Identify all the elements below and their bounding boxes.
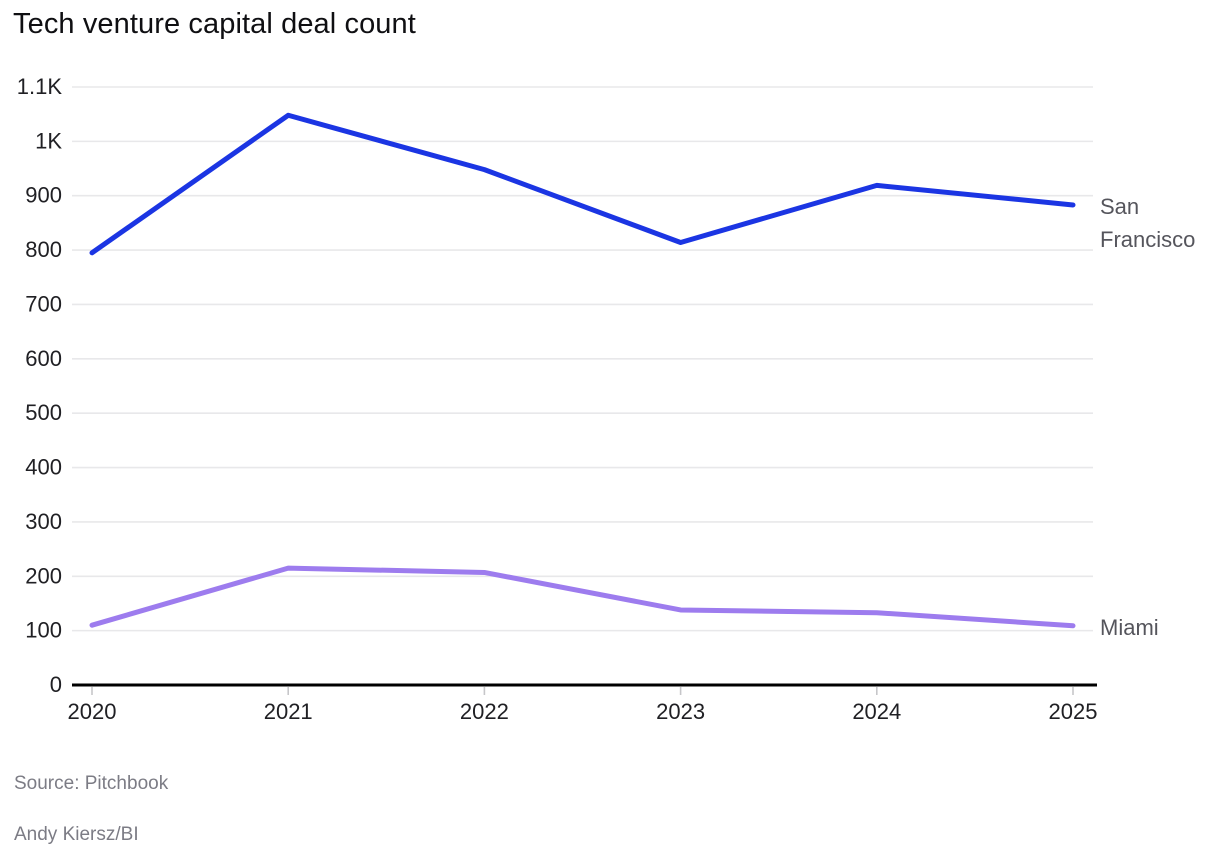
series-label-san-francisco: San Francisco [1100,193,1196,252]
y-tick-label: 1K [35,128,62,153]
y-tick-label: 100 [25,618,62,643]
y-tick-label: 300 [25,509,62,534]
source-text: Source: Pitchbook [14,773,169,794]
x-tick-label: 2020 [68,699,117,724]
y-tick-label: 400 [25,455,62,480]
x-tick-label: 2024 [852,699,901,724]
x-tick-label: 2023 [656,699,705,724]
y-tick-label: 600 [25,346,62,371]
y-tick-label: 500 [25,400,62,425]
x-tick-label: 2022 [460,699,509,724]
series-line-miami [89,565,1076,629]
y-tick-label: 0 [50,672,62,697]
y-tick-label: 800 [25,237,62,262]
x-tick-label: 2021 [264,699,313,724]
y-tick-label: 200 [25,563,62,588]
series-line-san-francisco [89,112,1076,256]
credit-text: Andy Kiersz/BI [14,824,139,845]
y-tick-label: 1.1K [17,74,63,99]
y-tick-label: 900 [25,183,62,208]
chart-title: Tech venture capital deal count [13,8,416,40]
series-label-miami: Miami [1100,614,1159,640]
x-tick-label: 2025 [1049,699,1098,724]
y-tick-label: 700 [25,291,62,316]
